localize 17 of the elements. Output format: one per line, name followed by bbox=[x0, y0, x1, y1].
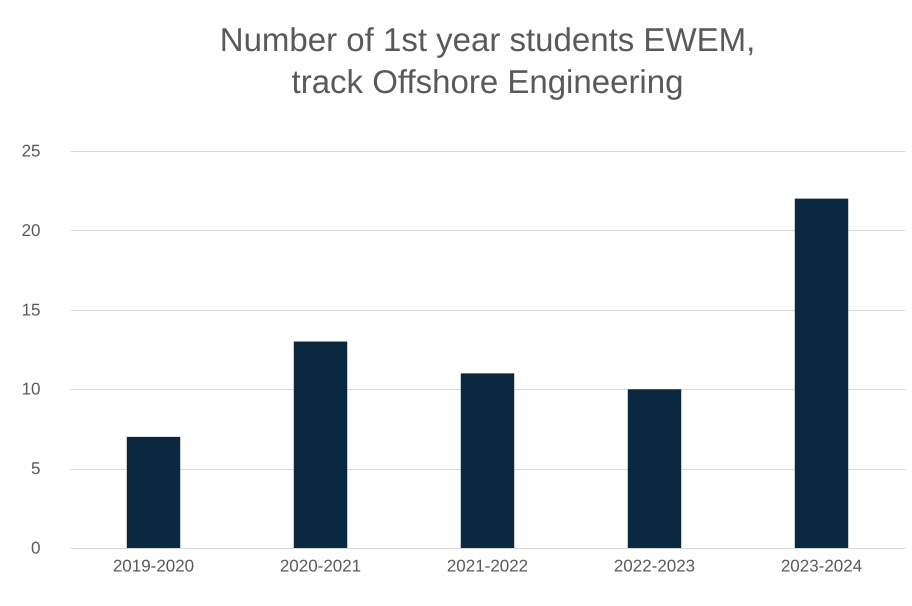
x-tick-label: 2019-2020 bbox=[112, 556, 194, 576]
y-tick-label: 25 bbox=[22, 142, 40, 160]
bar bbox=[460, 373, 514, 548]
x-tick-label: 2020-2021 bbox=[280, 556, 362, 576]
chart-title: Number of 1st year students EWEM, track Offshore Engineering bbox=[220, 21, 756, 100]
x-tick-label: 2022-2023 bbox=[614, 556, 696, 576]
x-tick-label: 2023-2024 bbox=[780, 556, 862, 576]
y-tick-label: 15 bbox=[22, 300, 40, 320]
bar bbox=[126, 436, 180, 548]
y-tick-label: 10 bbox=[22, 380, 40, 399]
y-tick-label: 5 bbox=[31, 459, 40, 478]
bar bbox=[628, 389, 682, 548]
bar bbox=[794, 198, 848, 548]
y-tick-label: 0 bbox=[31, 538, 40, 558]
x-tick-label: 2021-2022 bbox=[446, 556, 528, 576]
bar bbox=[294, 342, 348, 548]
y-tick-label: 20 bbox=[22, 220, 40, 240]
